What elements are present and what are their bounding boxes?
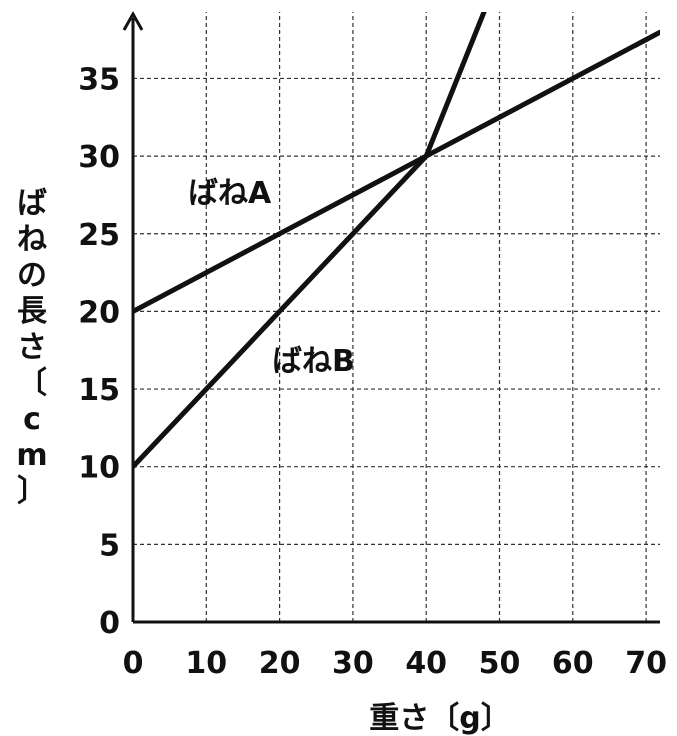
series-lines xyxy=(133,12,660,469)
x-axis-label: 重さ〔g〕 xyxy=(369,701,510,736)
y-tick-label: 30 xyxy=(78,140,120,175)
x-tick-label: 60 xyxy=(552,646,594,681)
y-tick-label: 35 xyxy=(78,62,120,97)
x-tick-labels: 0 10 20 30 40 50 60 70 xyxy=(123,646,667,681)
y-tick-label: 15 xyxy=(78,373,120,408)
y-axis-arrow xyxy=(122,10,144,31)
x-tick-label: 30 xyxy=(332,646,374,681)
x-tick-label: 0 xyxy=(123,646,144,681)
y-tick-labels: 0 5 10 15 20 25 30 35 xyxy=(78,62,120,641)
x-tick-label: 50 xyxy=(479,646,521,681)
series-line-b xyxy=(133,12,487,469)
y-axis-label: ばねの長さ〔 c m 〕 xyxy=(16,186,48,509)
axes xyxy=(122,10,660,624)
y-tick-label: 20 xyxy=(78,295,120,330)
x-tick-label: 40 xyxy=(405,646,447,681)
y-tick-label: 25 xyxy=(78,218,120,253)
series-line-a xyxy=(133,29,660,314)
y-tick-label: 5 xyxy=(99,528,120,563)
y-tick-label: 10 xyxy=(78,451,120,486)
x-tick-label: 70 xyxy=(625,646,667,681)
series-label-b: ばねB xyxy=(272,344,355,379)
y-tick-label: 0 xyxy=(99,606,120,641)
x-tick-label: 20 xyxy=(259,646,301,681)
series-label-a: ばねA xyxy=(188,176,272,211)
x-tick-label: 10 xyxy=(185,646,227,681)
grid xyxy=(133,12,660,622)
